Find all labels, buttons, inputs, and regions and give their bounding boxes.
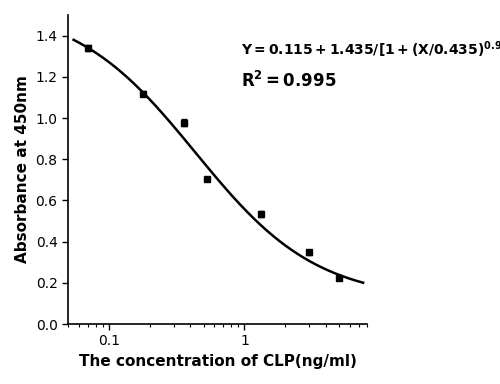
X-axis label: The concentration of CLP(ng/ml): The concentration of CLP(ng/ml) (78, 354, 356, 369)
Text: $\mathbf{R^2=0.995}$: $\mathbf{R^2=0.995}$ (242, 71, 336, 91)
Text: $\mathbf{Y=0.115+1.435/[1+(X/0.435)^{0.969}]}$: $\mathbf{Y=0.115+1.435/[1+(X/0.435)^{0.9… (242, 40, 500, 60)
Y-axis label: Absorbance at 450nm: Absorbance at 450nm (15, 76, 30, 263)
